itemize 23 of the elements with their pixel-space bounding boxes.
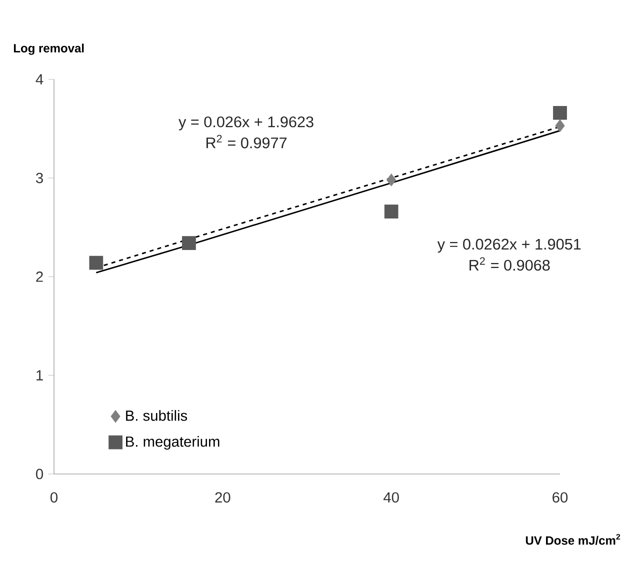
- point: [553, 106, 567, 120]
- x-tick-label: 0: [50, 492, 58, 503]
- x-tick-label: 20: [215, 492, 230, 503]
- point: [89, 256, 104, 270]
- annotation: R$^{2}$ = 0.9068: [470, 257, 550, 271]
- annotation: y = 0.0262x + 1.9051: [437, 238, 581, 253]
- point: [555, 119, 565, 132]
- y-tick-label: 1: [36, 370, 43, 380]
- legend-label: B. subtilis: [126, 410, 188, 421]
- y-tick-label: 0: [36, 468, 44, 480]
- point: [384, 204, 398, 218]
- y-tick-label: 4: [36, 74, 44, 84]
- point: [386, 174, 396, 186]
- x-axis-title: UV Dose mJ/cm$^{2}$: [526, 534, 620, 545]
- x-tick-label: 40: [384, 492, 399, 503]
- y-tick-label: 3: [36, 172, 43, 184]
- legend-label: B. megaterium: [126, 436, 220, 450]
- point: [182, 236, 196, 250]
- y-tick-label: 2: [36, 272, 43, 282]
- annotation: R$^{2}$ = 0.9977: [206, 134, 287, 148]
- y-axis-title: Log removal: [14, 44, 84, 55]
- x-tick-label: 60: [552, 492, 568, 503]
- annotation: y = 0.026x + 1.9623: [178, 116, 314, 130]
